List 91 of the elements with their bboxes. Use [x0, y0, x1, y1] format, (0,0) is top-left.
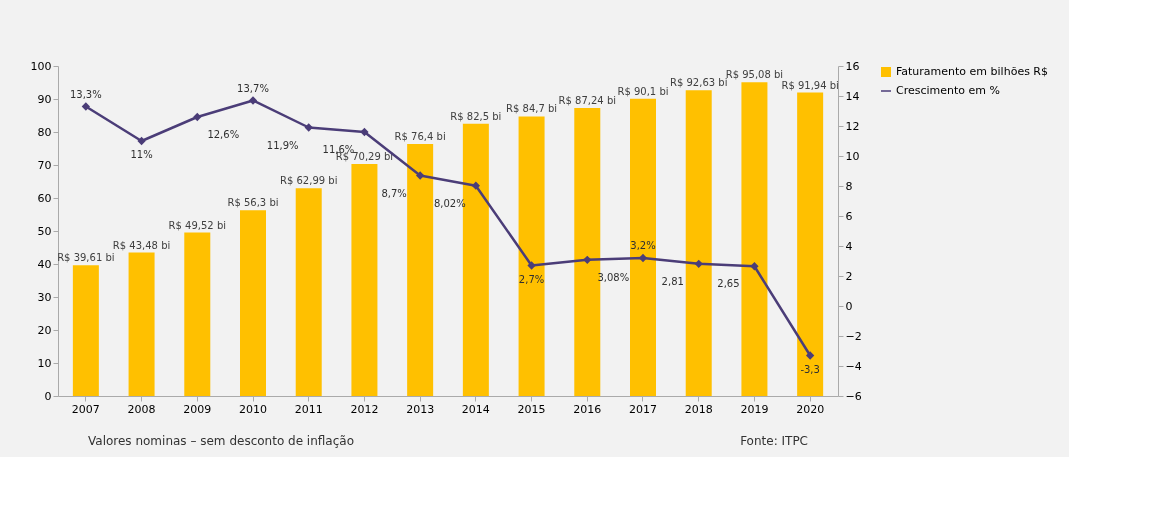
y2-tick-label: 16	[845, 59, 860, 73]
point	[360, 128, 369, 136]
y-tick-label: 80	[37, 125, 52, 139]
y2-tick-label: 10	[845, 149, 860, 163]
point	[639, 254, 647, 262]
x-tick-label: 2008	[127, 402, 156, 416]
x-tick-label: 2017	[629, 402, 657, 416]
point	[193, 113, 202, 121]
source-note: Fonte: ITPC	[740, 434, 808, 448]
data-label: 2,81	[661, 275, 684, 287]
bar	[741, 82, 768, 396]
x-tick-label: 2014	[461, 402, 490, 416]
x-tick-label: 2019	[740, 402, 769, 416]
x-tick-label: 2012	[350, 402, 379, 416]
x-tick-label: 2016	[573, 402, 602, 416]
point	[304, 123, 313, 132]
y2-tick-label: 4	[845, 239, 853, 253]
y2-tick-label: −4	[845, 359, 862, 373]
y-tick-label: 60	[37, 191, 52, 205]
y-tick-label: 40	[37, 257, 52, 271]
y-tick-label: 0	[44, 389, 52, 403]
data-label: -3,3	[800, 363, 820, 375]
data-label: R$ 91,94 bi	[781, 79, 839, 91]
point	[137, 137, 146, 145]
data-label: R$ 49,52 bi	[168, 219, 226, 231]
data-label: R$ 90,1 bi	[617, 85, 669, 97]
y-tick-label: 10	[37, 356, 52, 370]
bar	[630, 98, 656, 396]
y2-tick-label: 0	[845, 299, 853, 313]
data-label: R$ 76,4 bi	[394, 130, 446, 142]
point	[82, 102, 90, 111]
data-label: 2,65	[717, 278, 740, 290]
y2-tick-label: 14	[845, 89, 860, 103]
data-label: 8,7%	[381, 187, 407, 199]
data-label: R$ 62,99 bi	[280, 175, 338, 187]
point	[750, 262, 759, 270]
x-tick-label: 2015	[517, 402, 546, 416]
data-label: 12,6%	[207, 129, 240, 140]
point	[527, 261, 536, 270]
bar	[184, 232, 211, 396]
text: Valores nominas – sem desconto de inflação	[88, 434, 354, 448]
bar	[240, 210, 266, 396]
data-label: R$ 43,48 bi	[112, 239, 171, 251]
data-label: 11,6%	[322, 144, 355, 155]
x-tick-label: 2013	[406, 402, 435, 416]
data-label: R$ 39,61 bi	[57, 252, 115, 264]
y2-tick-label: 2	[845, 269, 853, 283]
x-tick-label: 2007	[71, 402, 100, 416]
data-label: R$ 56,3 bi	[227, 197, 279, 209]
x-tick-label: 2020	[796, 402, 825, 416]
data-label: R$ 84,7 bi	[506, 103, 558, 115]
y2-tick-label: −2	[845, 329, 862, 343]
point	[694, 260, 703, 268]
y-tick-label: 90	[37, 92, 52, 106]
bar	[72, 265, 99, 396]
point	[249, 96, 257, 105]
point	[806, 351, 814, 360]
y2-tick-label: 6	[845, 209, 853, 223]
data-label: 11,9%	[266, 139, 299, 151]
data-label: 3,2%	[630, 240, 656, 251]
y-tick-label: 50	[37, 224, 52, 238]
x-tick-label: 2018	[684, 402, 713, 416]
data-label: 11%	[130, 149, 153, 160]
bar	[518, 116, 545, 396]
data-label: R$ 87,24 bi	[558, 95, 616, 107]
bar	[407, 143, 434, 396]
data-label: 2,7%	[518, 273, 545, 285]
point	[416, 171, 424, 180]
y-tick-label: 70	[37, 158, 52, 172]
bar	[295, 188, 322, 396]
y-tick-label: 30	[37, 290, 52, 304]
point	[472, 181, 480, 190]
y-tick-label: 100	[30, 59, 52, 73]
data-label: R$ 92,63 bi	[670, 77, 728, 89]
y-tick-label: 20	[37, 323, 52, 337]
x-tick-label: 2011	[294, 402, 323, 416]
x-tick-label: 2010	[239, 402, 267, 416]
x-tick-label: 2009	[183, 402, 212, 416]
y2-tick-label: 12	[845, 119, 860, 133]
legend-label: Faturamento em bilhões R$	[896, 65, 1049, 78]
data-label: 13,7%	[237, 82, 269, 94]
point	[583, 256, 592, 264]
data-label: R$ 82,5 bi	[450, 110, 502, 122]
legend-label: Crescimento em %	[896, 84, 1000, 97]
bar	[685, 90, 712, 396]
y2-tick-label: 8	[845, 179, 853, 193]
bar	[351, 164, 378, 396]
bar	[797, 92, 824, 396]
data-label: 13,3%	[69, 88, 102, 100]
y2-tick-label: −6	[845, 389, 862, 403]
bar	[128, 252, 155, 396]
